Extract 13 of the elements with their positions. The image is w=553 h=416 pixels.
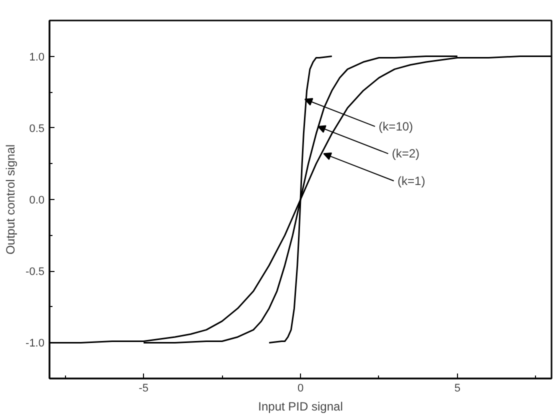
x-tick-label: 0 [297,382,304,394]
y-tick-label: 0.5 [29,122,45,135]
annotation: (k=1) [398,174,426,188]
annotation: (k=10) [378,119,414,134]
x-tick-label: 5 [454,382,460,394]
x-tick-label: -5 [138,382,149,394]
x-axis-title: Input PID signal [258,400,343,414]
y-tick-label: -0.5 [26,266,45,278]
annotation: (k=2) [392,146,420,161]
y-tick-label: -1.0 [26,338,45,350]
y-tick-label: 0.0 [29,194,45,206]
y-axis-title: Output control signal [4,144,18,255]
y-tick-label: 1.0 [29,51,45,64]
